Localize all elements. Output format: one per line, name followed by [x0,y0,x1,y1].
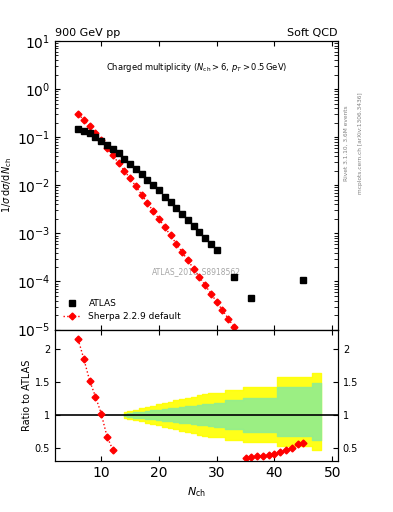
Text: Soft QCD: Soft QCD [288,28,338,38]
Y-axis label: $1/\sigma\,\mathrm{d}\sigma/\mathrm{d}N_\mathrm{ch}$: $1/\sigma\,\mathrm{d}\sigma/\mathrm{d}N_… [0,157,14,213]
Text: Charged multiplicity ($N_\mathrm{ch}>6,\,p_T>0.5\,\mathrm{GeV}$): Charged multiplicity ($N_\mathrm{ch}>6,\… [106,61,287,74]
Text: ATLAS_2010_S8918562: ATLAS_2010_S8918562 [152,267,241,276]
Y-axis label: Ratio to ATLAS: Ratio to ATLAS [22,359,32,431]
Text: Rivet 3.1.10, 3.6M events: Rivet 3.1.10, 3.6M events [344,105,349,181]
X-axis label: $N_\mathrm{ch}$: $N_\mathrm{ch}$ [187,485,206,499]
Legend: ATLAS, Sherpa 2.2.9 default: ATLAS, Sherpa 2.2.9 default [59,295,185,325]
Text: 900 GeV pp: 900 GeV pp [55,28,120,38]
Text: mcplots.cern.ch [arXiv:1306.3436]: mcplots.cern.ch [arXiv:1306.3436] [358,93,363,194]
